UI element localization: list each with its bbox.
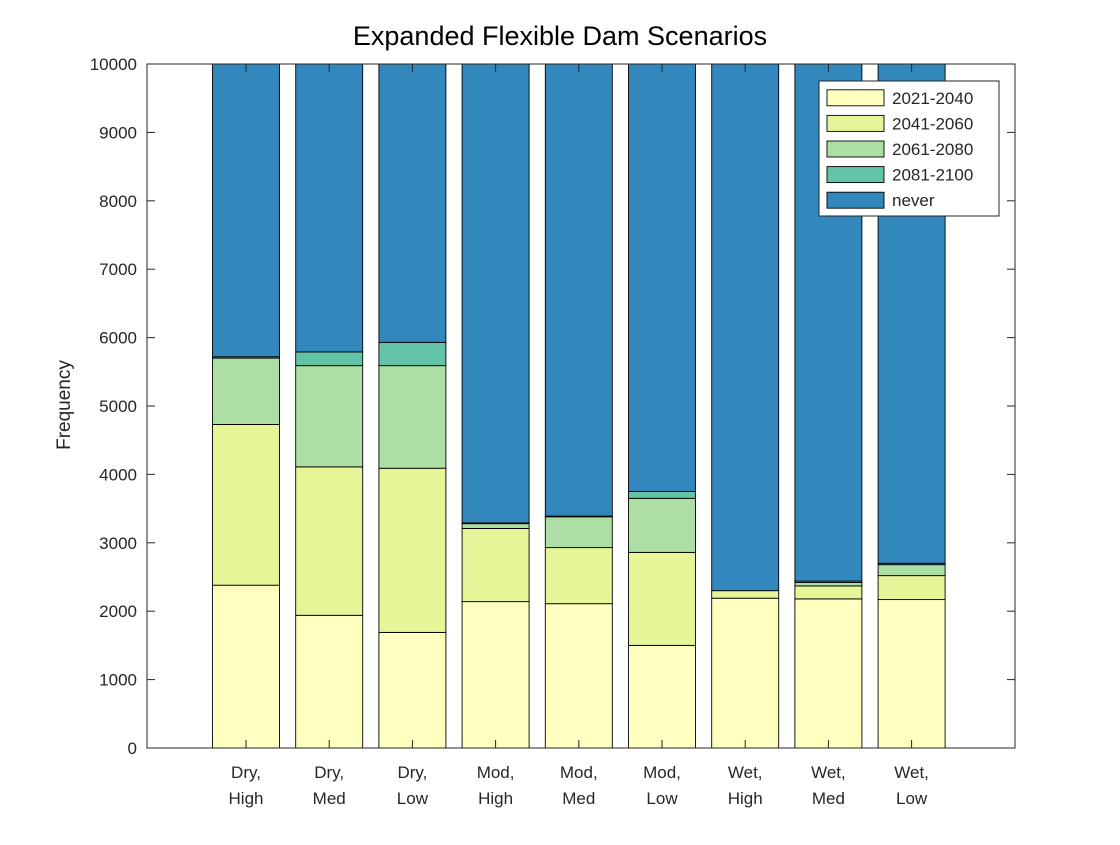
bars [212,63,946,749]
bar-segment-5-never [544,63,613,517]
y-tick-label: 10000 [90,55,137,74]
x-tick-label: High [728,789,763,808]
x-axis: Dry, High Dry, Med Dry, Low Mod, High Mod, Med Mod… [229,64,929,808]
bar-segment-2-2041-2060 [295,466,364,616]
bar-segment-1-2041-2060 [212,424,280,586]
bar-segment-6-2061-2080 [628,497,696,553]
x-tick-label: Dry, [397,763,427,782]
bar-segment-3-2061-2080 [378,365,447,469]
bar-segment-7-2041-2060 [711,590,780,599]
y-tick-label: 2000 [99,602,137,621]
y-tick-label: 4000 [99,465,137,484]
bar-segment-6-2021-2040 [628,644,696,749]
x-tick-label: Wet, [811,763,846,782]
x-tick-label: Med [562,789,595,808]
bar-segment-7-2021-2040 [711,597,780,749]
bar-segment-4-2041-2060 [461,527,530,603]
bar-segment-5-2041-2060 [544,547,613,605]
x-tick-label: Low [646,789,678,808]
legend-label: 2041-2060 [892,114,973,133]
x-tick-label: Wet, [728,763,763,782]
y-tick-label: 9000 [99,123,137,142]
bar-segment-1-2061-2080 [212,357,280,425]
bar-segment-8-2061-2080 [794,582,863,587]
legend: 2021-2040 2041-2060 2061-2080 2081-2100 neve… [818,80,1000,217]
bar-segment-4-2061-2080 [461,523,530,529]
x-tick-label: Wet, [894,763,929,782]
bar-segment-3-2021-2040 [378,631,447,749]
bar-segment-4-2021-2040 [461,601,530,749]
bar-segment-3-never [378,63,447,343]
y-tick-label: 0 [128,739,137,758]
legend-swatch [826,166,885,184]
x-tick-label: Mod, [477,763,515,782]
x-tick-label: High [478,789,513,808]
y-tick-label: 1000 [99,671,137,690]
x-tick-label: Dry, [231,763,261,782]
x-tick-label: Med [812,789,845,808]
legend-label: 2081-2100 [892,166,973,185]
bar-segment-8-2021-2040 [794,598,863,749]
bar-segment-2-2081-2100 [295,351,364,367]
x-tick-label: Mod, [643,763,681,782]
bar-segment-2-never [295,63,364,353]
bar-segment-5-2061-2080 [544,516,613,549]
legend-swatch [826,140,885,158]
x-tick-label: Low [896,789,928,808]
x-tick-label: Low [397,789,429,808]
bar-segment-6-2041-2060 [628,551,696,646]
bar-segment-9-2041-2060 [877,575,946,601]
legend-swatch [826,89,885,107]
bar-segment-4-never [461,63,530,524]
y-axis: 0 1000 2000 3000 4000 5000 6000 7000 8000 9000 100… [90,55,1015,758]
legend-swatch [826,191,885,209]
bar-segment-3-2041-2060 [378,467,447,633]
bar-segment-6-never [628,63,696,492]
bar-segment-7-never [711,63,780,592]
bar-segment-8-2041-2060 [794,585,863,600]
chart-title: Expanded Flexible Dam Scenarios [353,21,767,51]
y-tick-label: 8000 [99,192,137,211]
bar-segment-9-2021-2040 [877,599,946,749]
bar-segment-5-2021-2040 [544,603,613,749]
bar-segment-9-2061-2080 [877,564,946,577]
y-tick-label: 3000 [99,534,137,553]
x-tick-label: High [229,789,264,808]
bar-segment-1-never [212,63,280,358]
y-tick-label: 7000 [99,260,137,279]
bar-segment-6-2081-2100 [628,491,696,499]
legend-label: never [892,191,935,210]
legend-label: 2061-2080 [892,140,973,159]
bar-segment-1-2021-2040 [212,584,280,749]
y-tick-label: 5000 [99,397,137,416]
bar-segment-2-2021-2040 [295,614,364,749]
bar-segment-3-2081-2100 [378,341,447,367]
legend-swatch [826,114,885,132]
x-tick-label: Mod, [560,763,598,782]
y-axis-label: Frequency [54,360,75,450]
y-tick-label: 6000 [99,329,137,348]
x-tick-label: Med [313,789,346,808]
x-tick-label: Dry, [314,763,344,782]
legend-label: 2021-2040 [892,89,973,108]
bar-segment-2-2061-2080 [295,365,364,468]
